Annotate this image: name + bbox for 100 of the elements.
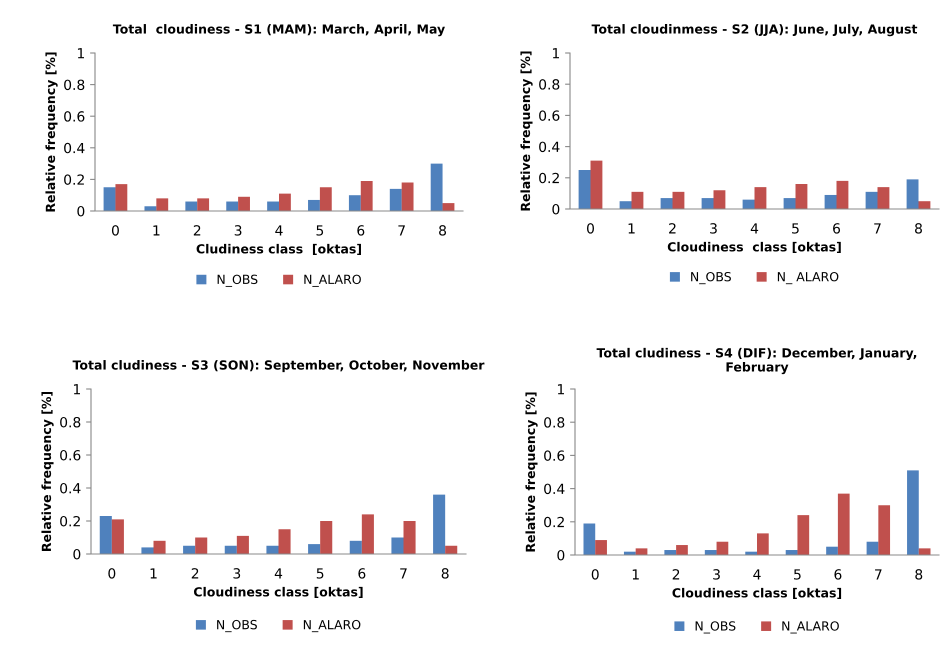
bar	[824, 194, 836, 209]
y-tick-label: 0.8	[539, 79, 560, 90]
x-tick-label: 0	[592, 569, 599, 580]
y-tick-label: 0.2	[539, 172, 559, 184]
bar	[236, 536, 249, 554]
y-tick-label: 0.6	[544, 450, 564, 461]
chart-title: Total cludiness - S4 (DIF): December, January, February	[596, 348, 916, 374]
bar	[660, 198, 672, 209]
legend-label: N_ALARO	[782, 621, 839, 634]
bar	[141, 547, 154, 554]
y-tick-label: 0.6	[60, 450, 80, 460]
y-tick-label: 0.6	[64, 111, 84, 122]
bar	[154, 540, 166, 554]
y-tick-label: 0	[77, 206, 84, 216]
x-tick-label: 1	[632, 569, 639, 580]
bar	[197, 198, 210, 211]
y-tick-label: 1	[558, 384, 564, 394]
bar	[836, 180, 848, 209]
bar	[267, 202, 279, 211]
y-tick-label: 0.8	[64, 80, 84, 90]
bar	[156, 198, 168, 211]
bar	[279, 194, 291, 211]
x-tick-label: 1	[150, 568, 157, 578]
x-tick-label: 5	[792, 223, 799, 234]
bar	[786, 550, 798, 555]
legend-label: N_OBS	[691, 272, 731, 284]
x-tick-label: 2	[194, 225, 200, 236]
x-tick-label: 0	[108, 568, 116, 579]
x-axis-title: Cludiness class [oktas]	[196, 244, 361, 256]
x-tick-label: 5	[316, 568, 324, 579]
y-tick-label: 0.8	[60, 416, 80, 428]
y-tick-label: 1	[552, 48, 559, 58]
bar	[266, 546, 278, 554]
bar	[402, 182, 414, 211]
bar	[676, 545, 688, 555]
bar	[632, 192, 644, 209]
x-tick-label: 3	[233, 568, 240, 579]
bar	[796, 184, 808, 209]
bar	[224, 546, 237, 554]
y-tick-label: 0.8	[544, 417, 564, 428]
y-tick-label: 0.4	[60, 482, 80, 494]
x-tick-label: 7	[875, 569, 882, 580]
y-axis-title: Relative frequency [%]	[520, 51, 533, 210]
bar	[391, 538, 404, 554]
bar	[433, 494, 446, 554]
bar	[308, 544, 320, 554]
x-tick-label: 7	[874, 223, 881, 234]
bar	[716, 542, 728, 555]
y-tick-label: 0	[557, 550, 564, 560]
bar	[348, 195, 361, 211]
x-tick-label: 4	[753, 569, 761, 580]
x-axis-title: Cloudiness class [oktas]	[672, 588, 842, 600]
legend-label: N_OBS	[696, 621, 736, 634]
bar	[112, 519, 124, 554]
x-tick-label: 1	[628, 223, 635, 234]
bar	[442, 203, 454, 211]
bar	[104, 187, 116, 211]
y-tick-label: 0.2	[64, 174, 84, 185]
bar	[878, 505, 890, 555]
x-tick-label: 8	[915, 223, 922, 234]
bar	[238, 196, 250, 211]
bar	[390, 188, 402, 211]
x-tick-label: 5	[794, 569, 801, 580]
bar	[278, 529, 291, 554]
bar	[636, 548, 648, 555]
bar	[838, 494, 850, 555]
bar	[320, 521, 332, 554]
bar	[100, 516, 112, 554]
chart-title: Total cloudinmess - S2 (JJA): June, July, August	[592, 24, 918, 36]
bar	[578, 170, 590, 209]
bar	[360, 180, 373, 211]
x-tick-label: 6	[834, 569, 842, 580]
x-tick-label: 6	[833, 223, 840, 234]
legend-label: N_ALARO	[304, 274, 361, 287]
bar	[866, 192, 878, 209]
bar	[445, 546, 458, 554]
x-tick-label: 7	[400, 568, 407, 578]
bar	[320, 187, 332, 211]
bar	[183, 546, 196, 554]
bar	[918, 201, 930, 209]
bar	[702, 198, 714, 209]
bar	[350, 540, 362, 554]
y-tick-label: 0	[73, 548, 80, 560]
x-tick-label: 8	[439, 225, 446, 236]
bar	[866, 542, 878, 555]
legend-label: N_OBS	[218, 274, 258, 287]
bar	[620, 201, 632, 209]
bar	[784, 198, 796, 209]
y-axis-title: Relative frequency [%]	[41, 392, 54, 551]
bar	[754, 187, 766, 209]
bar	[362, 514, 374, 554]
x-tick-label: 7	[398, 225, 405, 236]
chart-title: Total cludiness - S3 (SON): September, October, November	[72, 360, 484, 372]
x-tick-label: 3	[710, 223, 717, 234]
bar	[430, 164, 443, 211]
bar	[185, 202, 198, 211]
y-axis-title: Relative frequency [%]	[525, 392, 538, 552]
x-tick-label: 3	[234, 225, 242, 236]
x-tick-label: 8	[915, 569, 922, 580]
bar	[115, 184, 128, 211]
